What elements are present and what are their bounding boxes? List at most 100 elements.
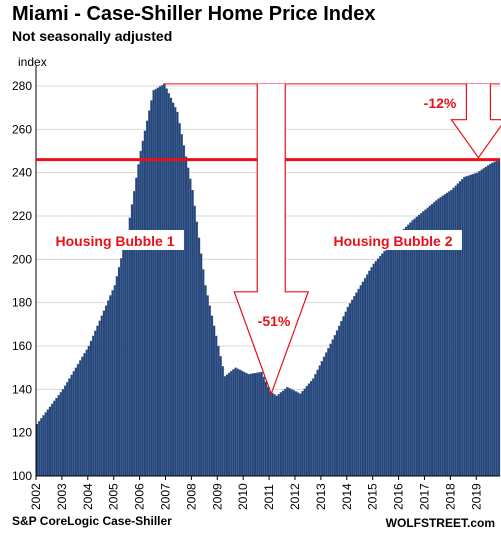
bar: [394, 238, 397, 477]
bar: [163, 83, 166, 477]
bar: [292, 390, 296, 477]
bar: [281, 390, 285, 477]
bar: [357, 288, 360, 477]
bar: [320, 361, 324, 477]
bar: [409, 222, 412, 477]
bar: [284, 388, 287, 477]
bar: [245, 372, 248, 477]
x-tick-label: 2006: [133, 483, 147, 510]
bar: [70, 374, 73, 477]
bar: [249, 373, 252, 477]
bar: [59, 392, 63, 477]
x-tick-label: 2017: [417, 483, 431, 510]
bar: [143, 130, 147, 477]
y-tick-label: 220: [12, 209, 32, 223]
bar: [206, 295, 209, 477]
bar: [94, 330, 97, 477]
bar: [327, 348, 330, 477]
bar: [176, 111, 179, 477]
bar: [417, 214, 421, 477]
bar: [50, 403, 54, 477]
bar: [156, 87, 160, 477]
x-tick-label: 2007: [158, 483, 172, 510]
x-tick-label: 2013: [314, 483, 328, 510]
bar: [44, 412, 47, 477]
x-tick-label: 2010: [236, 483, 250, 510]
bar: [495, 160, 499, 477]
drop-arrow-1: [233, 83, 310, 396]
bar: [338, 325, 341, 477]
bar: [463, 176, 466, 477]
drop1-label-bg: [253, 310, 295, 330]
x-tick-label: 2004: [81, 483, 95, 510]
bar: [53, 400, 56, 477]
bar: [400, 231, 404, 477]
x-tick-label: 2009: [210, 483, 224, 510]
drop-arrow-2: [450, 83, 501, 159]
bar: [314, 374, 317, 477]
bar: [89, 340, 93, 477]
bar: [361, 281, 365, 477]
axes: 100 120 140 160 180 200 220 240 260 280 index 2002 2…: [12, 55, 500, 510]
bar: [273, 394, 276, 477]
bar: [184, 156, 188, 477]
bar: [329, 343, 332, 477]
bar: [38, 420, 41, 477]
bar: [232, 369, 235, 477]
bar: [113, 285, 117, 477]
bar: [372, 263, 376, 477]
bar: [128, 217, 132, 477]
bar: [333, 335, 337, 477]
y-axis-label: index: [18, 55, 47, 69]
bar: [154, 88, 158, 477]
x-tick-label: 2008: [184, 483, 198, 510]
drop2-label-bg: [419, 92, 461, 112]
bubble1-label-bg: [46, 230, 184, 250]
bar: [297, 392, 300, 477]
annotations: Housing Bubble 1 Housing Bubble 2 -51% -12%: [36, 83, 501, 396]
bar: [458, 181, 462, 477]
bar: [150, 100, 153, 477]
bar: [208, 305, 211, 477]
bar: [465, 176, 468, 477]
bar: [115, 276, 119, 477]
bar: [173, 107, 177, 477]
bar: [107, 300, 110, 477]
bar: [301, 391, 304, 477]
bar: [309, 380, 313, 477]
bar: [335, 330, 339, 477]
y-tick-label: 100: [12, 469, 32, 483]
bar: [305, 385, 309, 477]
bar: [346, 306, 350, 477]
bar: [277, 393, 281, 477]
bar: [407, 224, 410, 477]
bar: [139, 150, 142, 477]
x-tick-label: 2005: [107, 483, 121, 510]
bar: [363, 277, 367, 477]
bar: [182, 145, 186, 477]
bar: [76, 363, 80, 477]
x-tick-label: 2015: [366, 483, 380, 510]
bar: [215, 335, 218, 477]
bar: [223, 376, 227, 477]
bar: [355, 292, 358, 477]
y-tick-label: 280: [12, 79, 32, 93]
bubble2-label: Housing Bubble 2: [334, 233, 453, 249]
bar: [253, 372, 257, 477]
bar: [271, 392, 274, 477]
x-tick-label: 2018: [443, 483, 457, 510]
bar: [391, 240, 395, 477]
bar: [402, 228, 406, 477]
x-tick-label: 2019: [469, 483, 483, 510]
bar: [212, 325, 216, 477]
bar: [48, 406, 52, 477]
bar: [482, 168, 486, 477]
bar: [256, 372, 259, 477]
bar: [461, 179, 464, 477]
bar: [381, 253, 384, 477]
y-tick-label: 260: [12, 122, 32, 136]
bar: [379, 255, 382, 477]
bar: [325, 352, 328, 477]
bar: [152, 90, 155, 477]
